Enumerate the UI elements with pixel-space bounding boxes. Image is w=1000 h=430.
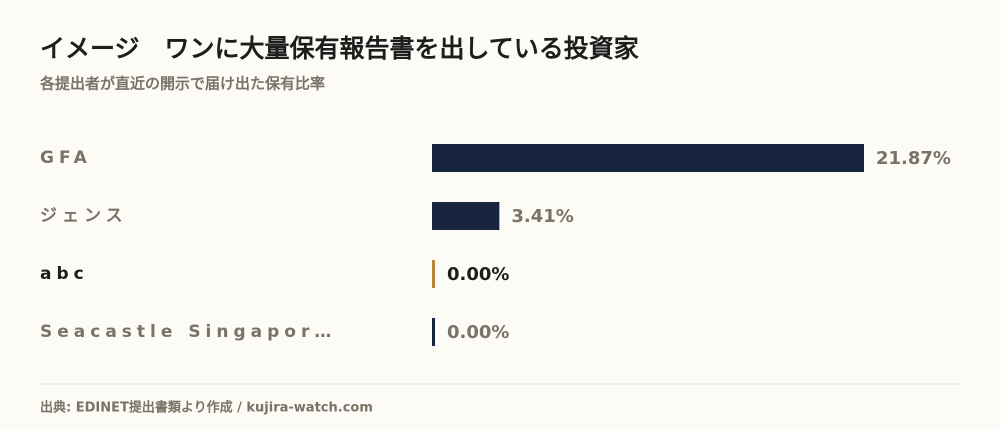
value-label: 0.00% xyxy=(447,264,509,285)
value-label: 0.00% xyxy=(447,322,509,343)
chart-title: イメージ ワンに大量保有報告書を出している投資家 xyxy=(40,34,639,63)
source-note: 出典: EDINET提出書類より作成 / kujira-watch.com xyxy=(40,400,373,416)
category-label: GFA xyxy=(40,148,92,168)
bar xyxy=(432,318,435,346)
category-label: abc xyxy=(40,264,89,284)
value-label: 3.41% xyxy=(511,206,573,227)
category-label: ジェンス xyxy=(40,206,128,226)
value-label: 21.87% xyxy=(876,148,951,169)
bar xyxy=(432,260,435,288)
chart-subtitle: 各提出者が直近の開示で届け出た保有比率 xyxy=(39,75,325,93)
bar xyxy=(432,202,500,230)
category-label: Seacastle Singapor… xyxy=(40,322,336,342)
bar xyxy=(432,144,864,172)
